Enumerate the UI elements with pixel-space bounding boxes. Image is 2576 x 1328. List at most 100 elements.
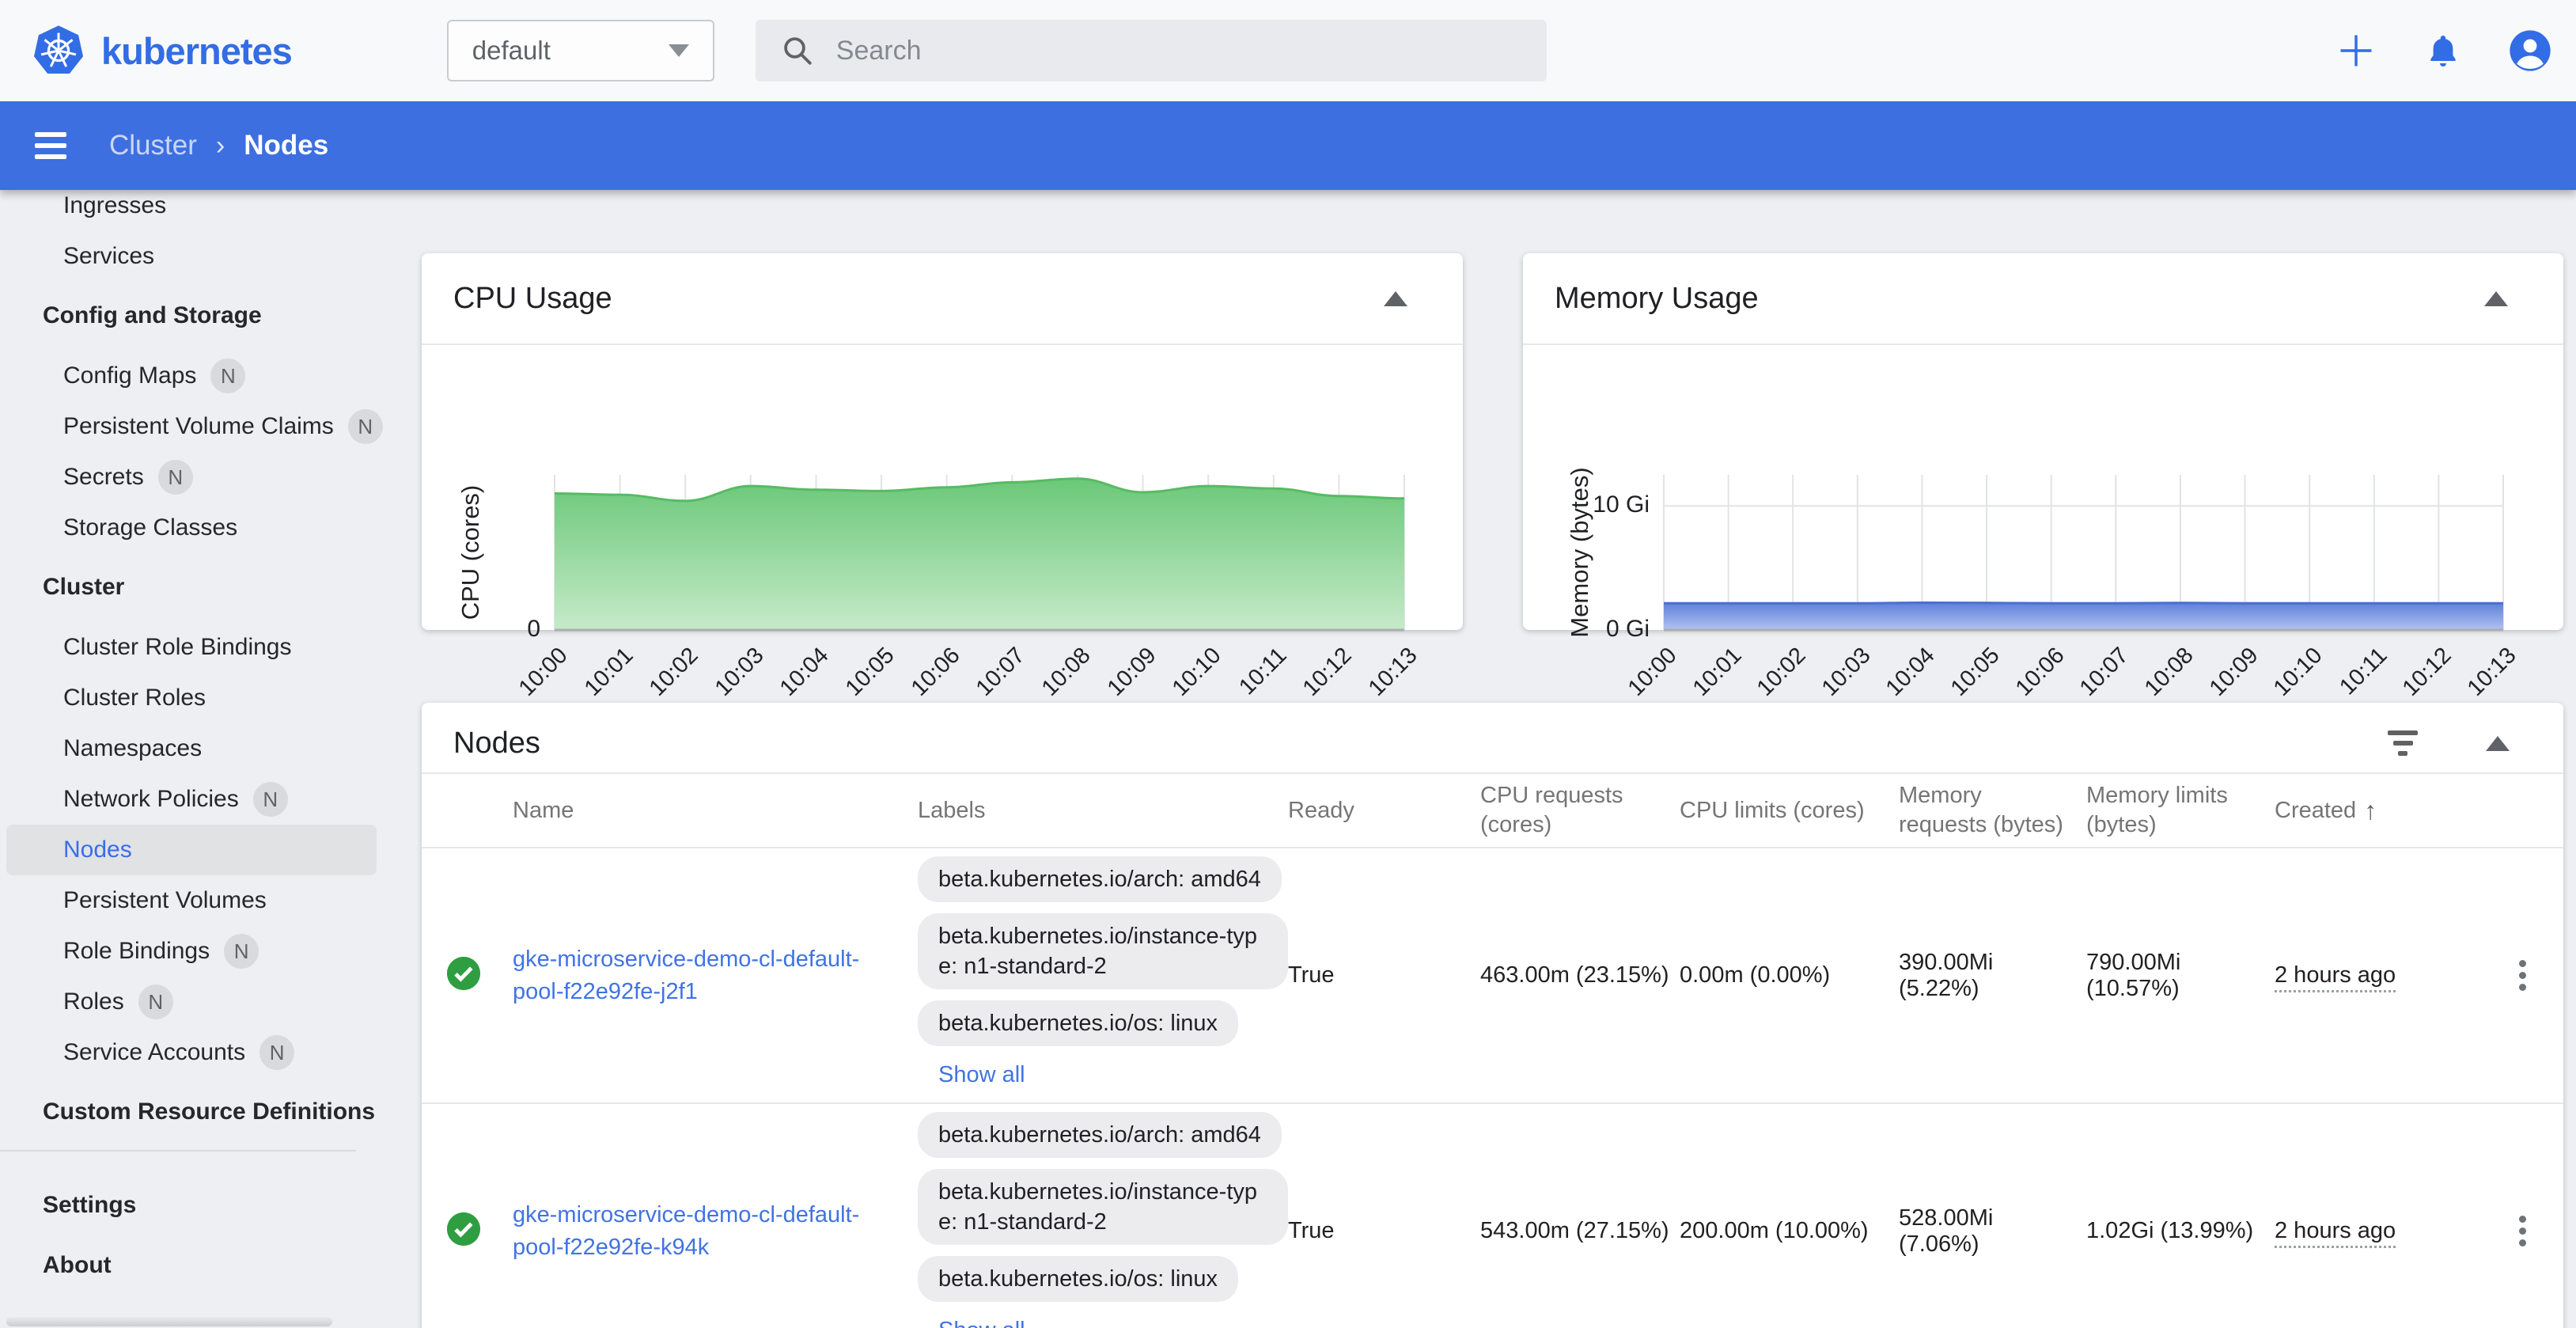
- collapse-triangle-icon[interactable]: [2486, 735, 2510, 751]
- namespace-selector[interactable]: default: [446, 20, 714, 82]
- sidebar-item-service-accounts[interactable]: Service Accounts N: [6, 1027, 377, 1078]
- x-tick-label: 10:10: [2268, 643, 2328, 701]
- sort-arrow-up-icon: ↑: [2364, 795, 2377, 825]
- labels-cell: beta.kubernetes.io/arch: amd64 beta.kuber…: [918, 848, 1288, 1102]
- search-icon: [783, 37, 812, 65]
- create-plus-icon[interactable]: [2334, 28, 2378, 73]
- nodes-table-header: Nodes: [422, 703, 2563, 772]
- kubernetes-wheel-icon: [33, 25, 84, 74]
- column-header-label: Name: [513, 797, 574, 823]
- sidebar-item-label: Roles: [63, 988, 124, 1015]
- sidebar-item-nodes[interactable]: Nodes: [6, 825, 377, 875]
- column-header-created[interactable]: Created ↑: [2275, 796, 2482, 825]
- x-tick-label: 10:03: [1816, 643, 1876, 701]
- filter-list-icon[interactable]: [2388, 730, 2418, 756]
- sidebar-item-cluster[interactable]: Cluster: [6, 562, 377, 613]
- breadcrumb-parent[interactable]: Cluster: [109, 130, 197, 161]
- column-header-label: Memory requests (bytes): [1899, 783, 2063, 837]
- node-name-link[interactable]: gke-microservice-demo-cl-default-pool-f2…: [513, 946, 860, 1004]
- label-chip: beta.kubernetes.io/arch: amd64: [918, 1112, 1282, 1158]
- sidebar-item-persistent-volume-claims[interactable]: Persistent Volume Claims N: [6, 401, 383, 452]
- label-chip: beta.kubernetes.io/arch: amd64: [918, 856, 1282, 902]
- sidebar-item-settings[interactable]: Settings: [6, 1180, 377, 1231]
- kebab-menu-icon[interactable]: [2511, 952, 2534, 999]
- memory-requests-cell: 528.00Mi (7.06%): [1899, 1205, 1994, 1257]
- column-header-ready[interactable]: Ready: [1288, 796, 1480, 825]
- column-header-label: Ready: [1288, 797, 1354, 823]
- created-value: 2 hours ago: [2275, 1218, 2396, 1248]
- sidebar-item-label: Role Bindings: [63, 938, 210, 964]
- cpu-requests-cell: 543.00m (27.15%): [1480, 1218, 1669, 1243]
- new-badge: N: [138, 985, 173, 1019]
- x-tick-label: 10:00: [1623, 643, 1682, 701]
- node-name-link[interactable]: gke-microservice-demo-cl-default-pool-f2…: [513, 1201, 860, 1260]
- status-cell: [422, 1211, 513, 1251]
- column-header-cpu-requests-cores-[interactable]: CPU requests (cores): [1480, 781, 1680, 840]
- labels-cell: beta.kubernetes.io/arch: amd64 beta.kuber…: [918, 1104, 1288, 1328]
- sidebar-item-persistent-volumes[interactable]: Persistent Volumes: [6, 875, 377, 926]
- kebab-menu-icon[interactable]: [2511, 1208, 2534, 1254]
- sidebar-item-config-and-storage[interactable]: Config and Storage: [6, 290, 377, 341]
- sidebar-item-roles[interactable]: Roles N: [6, 977, 377, 1027]
- x-tick-label: 10:09: [2204, 643, 2263, 701]
- table-row: gke-microservice-demo-cl-default-pool-f2…: [422, 1104, 2563, 1328]
- sidebar-item-role-bindings[interactable]: Role Bindings N: [6, 926, 377, 977]
- sidebar-item-secrets[interactable]: Secrets N: [6, 452, 377, 503]
- search-box[interactable]: [755, 20, 1547, 82]
- column-header-memory-limits-bytes-[interactable]: Memory limits (bytes): [2086, 781, 2275, 840]
- x-tick-label: 10:10: [1167, 643, 1226, 701]
- memory-usage-chart: Memory (bytes) 10 Gi 0 Gi 10:00 10:01 10:02 10…: [1523, 345, 2563, 701]
- x-tick-label: 10:01: [579, 643, 638, 701]
- search-input[interactable]: [835, 35, 1485, 66]
- sidebar-item-label: Ingresses: [63, 192, 167, 218]
- column-header-cpu-limits-cores-[interactable]: CPU limits (cores): [1680, 796, 1899, 825]
- sidebar-item-config-maps[interactable]: Config Maps N: [6, 351, 377, 401]
- created-cell: 2 hours ago: [2275, 1218, 2482, 1248]
- x-tick-label: 10:04: [775, 643, 835, 701]
- memory-requests-cell: 390.00Mi (5.22%): [1899, 949, 1994, 1001]
- sidebar-item-network-policies[interactable]: Network Policies N: [6, 774, 377, 825]
- check-circle-icon: [446, 1212, 481, 1246]
- memory-usage-plot: [1663, 475, 2504, 632]
- column-header-name[interactable]: Name: [513, 796, 918, 825]
- sidebar-bottom-shadow: [6, 1317, 332, 1326]
- collapse-triangle-icon[interactable]: [2484, 290, 2508, 306]
- sidebar-item-cluster-role-bindings[interactable]: Cluster Role Bindings: [6, 622, 377, 673]
- memory-limits-cell: 790.00Mi (10.57%): [2086, 949, 2181, 1001]
- sidebar-item-ingresses[interactable]: Ingresses: [6, 190, 377, 231]
- sidebar-item-custom-resource-definitions[interactable]: Custom Resource Definitions: [6, 1087, 377, 1137]
- sidebar-item-label: Nodes: [63, 837, 132, 863]
- x-tick-label: 10:13: [2462, 643, 2521, 701]
- sidebar-item-label: Storage Classes: [63, 514, 238, 541]
- cpu-usage-card-header: CPU Usage: [422, 253, 1463, 345]
- sidebar-item-namespaces[interactable]: Namespaces: [6, 723, 377, 774]
- sidebar-item-services[interactable]: Services: [6, 231, 377, 282]
- sidebar: Ingresses Services Config and Storage Confi…: [0, 190, 405, 1328]
- sidebar-item-about[interactable]: About: [6, 1240, 377, 1291]
- collapse-triangle-icon[interactable]: [1384, 290, 1407, 306]
- sidebar-item-cluster-roles[interactable]: Cluster Roles: [6, 673, 377, 723]
- sidebar-item-storage-classes[interactable]: Storage Classes: [6, 503, 377, 553]
- sidebar-item-label: Network Policies: [63, 786, 239, 812]
- header-actions: [2334, 28, 2552, 73]
- notifications-bell-icon[interactable]: [2421, 28, 2465, 73]
- label-chip: beta.kubernetes.io/instance-type: n1-sta…: [918, 913, 1288, 989]
- column-header-label: CPU requests (cores): [1480, 783, 1623, 837]
- x-tick-label: 10:06: [2010, 643, 2070, 701]
- check-circle-icon: [446, 956, 481, 991]
- sidebar-item-label: Config and Storage: [43, 302, 262, 328]
- y-axis-label: CPU (cores): [456, 484, 484, 620]
- x-tick-label: 10:00: [513, 643, 573, 701]
- x-tick-label: 10:07: [971, 643, 1030, 701]
- show-all-link[interactable]: Show all: [938, 1062, 1025, 1087]
- hamburger-icon[interactable]: [35, 132, 66, 159]
- column-header-labels[interactable]: Labels: [918, 796, 1288, 825]
- table-row: gke-microservice-demo-cl-default-pool-f2…: [422, 848, 2563, 1104]
- show-all-link[interactable]: Show all: [938, 1318, 1025, 1328]
- chevron-right-icon: ›: [215, 130, 225, 161]
- x-tick-label: 10:13: [1363, 643, 1422, 701]
- kubernetes-logo[interactable]: kubernetes: [32, 25, 293, 77]
- user-avatar-icon[interactable]: [2508, 28, 2552, 73]
- cpu-usage-title: CPU Usage: [453, 281, 612, 315]
- column-header-memory-requests-bytes-[interactable]: Memory requests (bytes): [1899, 781, 2086, 840]
